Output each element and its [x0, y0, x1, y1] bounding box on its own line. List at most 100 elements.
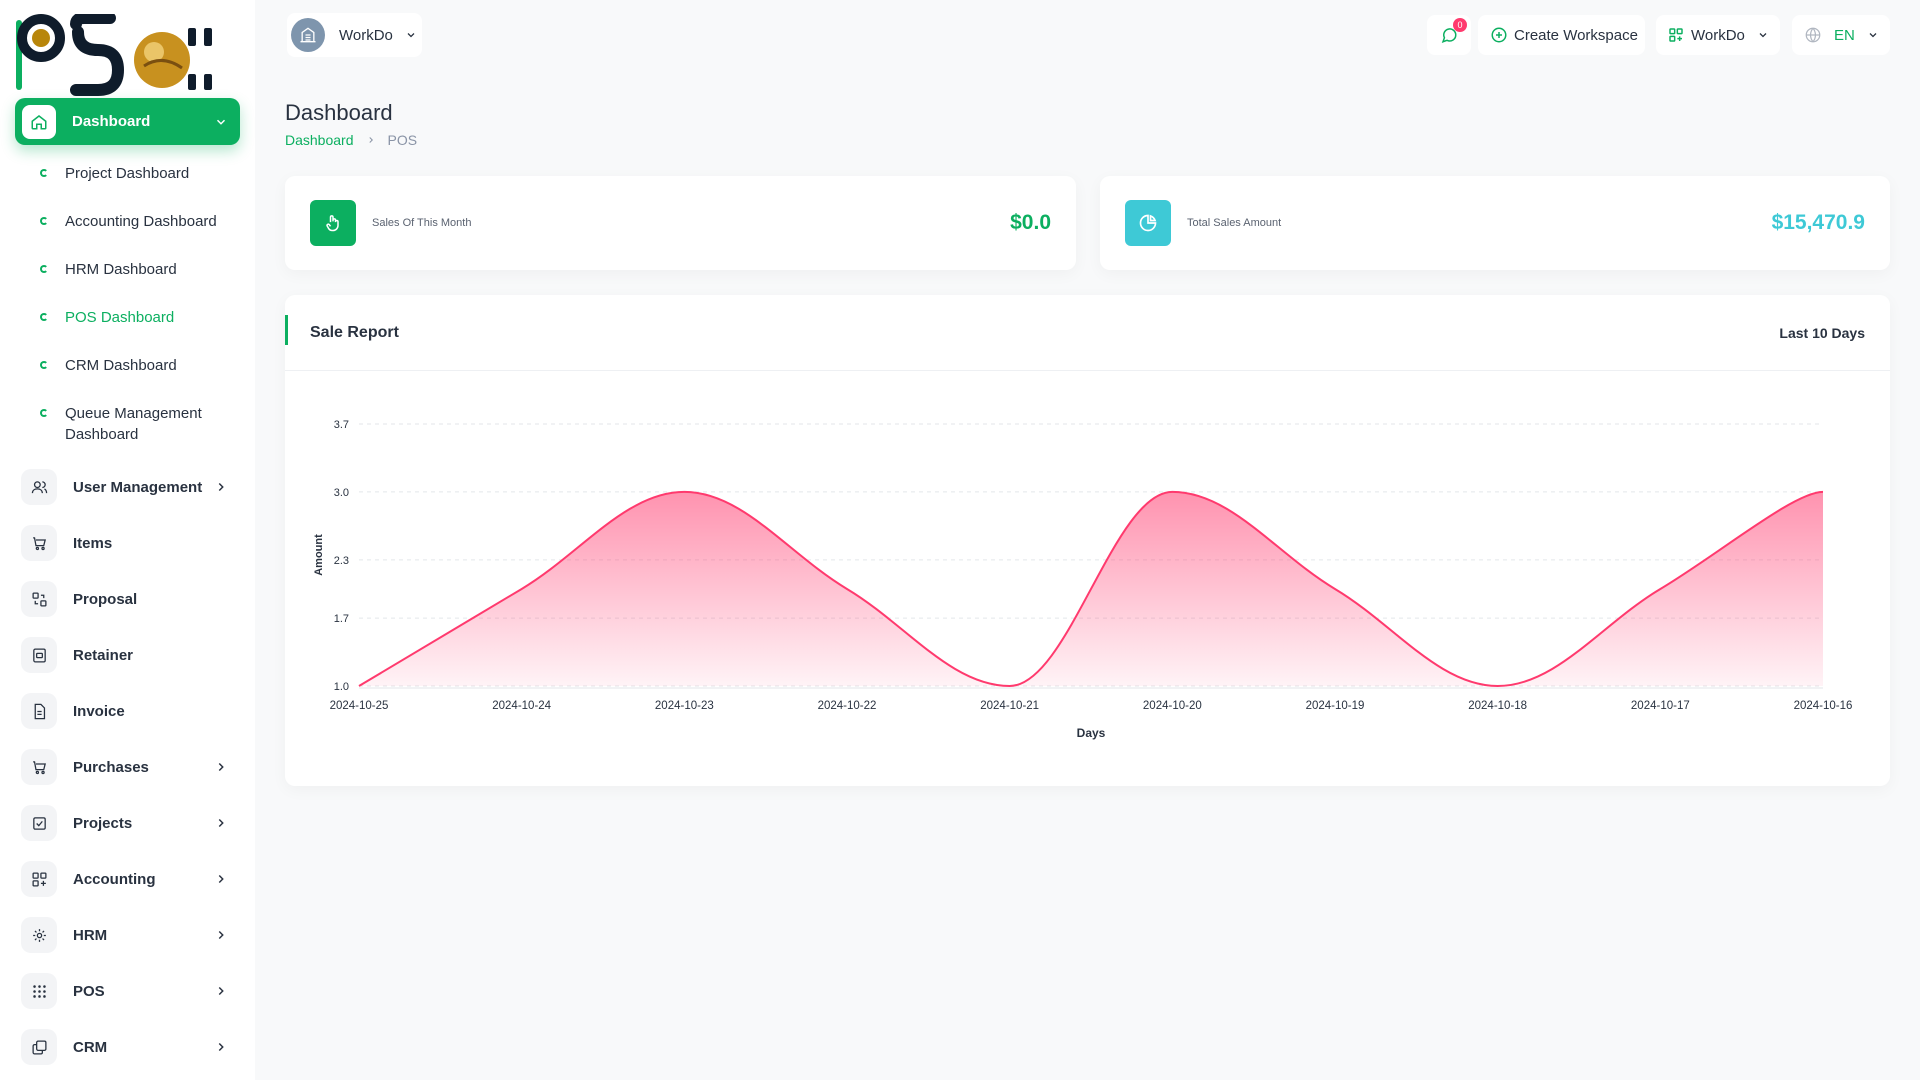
x-tick-label: 2024-10-19: [1306, 700, 1365, 712]
sale-report-header: Sale Report Last 10 Days: [285, 295, 1890, 371]
language-button[interactable]: EN: [1792, 15, 1890, 55]
nav-hrm[interactable]: HRM: [21, 916, 236, 954]
nav-item-label: Projects: [73, 814, 133, 832]
page-title: Dashboard: [285, 100, 393, 125]
nav-proposal[interactable]: Proposal: [21, 580, 236, 618]
chat-icon: [1441, 28, 1457, 43]
hrm-icon: [21, 917, 57, 953]
nav-item-label: CRM: [73, 1038, 108, 1056]
nav-dashboard-label: Dashboard: [72, 113, 151, 130]
stat-value: $15,470.9: [1771, 211, 1865, 234]
sub-item-crm-dashboard[interactable]: CRM Dashboard: [40, 357, 240, 376]
stat-label: Sales Of This Month: [372, 217, 472, 229]
y-tick-label: 2.3: [334, 555, 349, 567]
chevron-right-icon: [214, 760, 228, 774]
nav-item-label: Invoice: [73, 702, 125, 720]
cart-icon: [21, 525, 57, 561]
nav-user-management[interactable]: User Management: [21, 468, 236, 506]
globe-icon: [1805, 27, 1821, 43]
sub-item-accounting-dashboard[interactable]: Accounting Dashboard: [40, 213, 240, 232]
pie-chart-icon: [1125, 200, 1171, 246]
x-tick-label: 2024-10-25: [330, 700, 389, 712]
users-icon: [21, 469, 57, 505]
nav-crm[interactable]: CRM: [21, 1028, 236, 1066]
sidebar: Dashboard Project Dashboard Accounting D…: [0, 0, 255, 1080]
nav-item-label: Accounting: [73, 870, 156, 888]
grid-dots-icon: [21, 973, 57, 1009]
x-tick-label: 2024-10-16: [1794, 700, 1853, 712]
sale-report-title: Sale Report: [310, 323, 399, 341]
y-tick-label: 3.0: [334, 487, 349, 499]
x-axis-title: Days: [1077, 726, 1106, 740]
chevron-right-icon: [214, 872, 228, 886]
layers-icon: [21, 1029, 57, 1065]
notification-badge: 0: [1453, 18, 1467, 32]
nav-retainer[interactable]: Retainer: [21, 636, 236, 674]
breadcrumb-link-dashboard[interactable]: Dashboard: [285, 132, 354, 148]
nav-item-label: Purchases: [73, 758, 149, 776]
bullet-icon: [40, 409, 48, 417]
stat-value: $0.0: [1010, 211, 1051, 234]
bullet-icon: [40, 361, 48, 369]
stat-card-total-sales: Total Sales Amount $15,470.9: [1100, 176, 1890, 270]
chevron-right-icon: [214, 928, 228, 942]
chevron-right-icon: [214, 480, 228, 494]
nav-purchases[interactable]: Purchases: [21, 748, 236, 786]
brand-logo[interactable]: [14, 14, 224, 96]
series-line: [358, 490, 1824, 688]
y-axis-title: Amount: [313, 534, 325, 576]
nav-projects[interactable]: Projects: [21, 804, 236, 842]
create-workspace-button[interactable]: Create Workspace: [1478, 15, 1645, 55]
accent-bar: [285, 315, 288, 345]
report-range-label: Last 10 Days: [1779, 324, 1865, 341]
plus-circle-icon: [1491, 27, 1507, 43]
chevron-right-icon: [366, 135, 376, 145]
nav-item-label: HRM: [73, 926, 108, 944]
sub-item-label: Accounting Dashboard: [65, 213, 217, 230]
bullet-icon: [40, 217, 48, 225]
y-tick-label: 3.7: [334, 419, 349, 431]
x-tick-label: 2024-10-22: [818, 700, 877, 712]
chevron-down-icon: [405, 29, 417, 41]
notifications-button[interactable]: 0: [1427, 15, 1471, 55]
sub-item-pos-dashboard[interactable]: POS Dashboard: [40, 309, 240, 328]
checkbox-icon: [21, 805, 57, 841]
workspace-menu-label: WorkDo: [1691, 26, 1745, 44]
sub-item-label: CRM Dashboard: [65, 357, 177, 374]
sub-item-queue-management-dashboard[interactable]: Queue Management Dashboard: [40, 405, 210, 445]
bullet-icon: [40, 169, 48, 177]
nav-item-label: POS: [73, 982, 105, 1000]
stat-label: Total Sales Amount: [1187, 217, 1282, 229]
workspace-menu-button[interactable]: WorkDo: [1656, 15, 1780, 55]
breadcrumb: Dashboard POS: [285, 132, 417, 148]
nav-invoice[interactable]: Invoice: [21, 692, 236, 730]
x-tick-label: 2024-10-18: [1468, 700, 1527, 712]
bullet-icon: [40, 265, 48, 273]
create-workspace-label: Create Workspace: [1514, 26, 1638, 44]
chevron-down-icon: [1757, 29, 1769, 41]
nav-accounting[interactable]: Accounting: [21, 860, 236, 898]
sub-item-label: Queue Management Dashboard: [65, 405, 202, 443]
x-tick-label: 2024-10-21: [980, 700, 1039, 712]
nav-items[interactable]: Items: [21, 524, 236, 562]
chevron-down-icon: [1867, 29, 1879, 41]
proposal-icon: [21, 581, 57, 617]
chevron-right-icon: [214, 816, 228, 830]
sale-report-card: Sale Report Last 10 Days 1.0 1.7 2.3 3.0 3.7…: [285, 295, 1890, 786]
workspace-select[interactable]: WorkDo: [287, 13, 422, 57]
y-tick-label: 1.0: [334, 681, 349, 693]
sale-report-chart: 1.0 1.7 2.3 3.0 3.7 2024-10-25 2024-10-24 2024-…: [313, 419, 1853, 740]
hand-pointer-icon: [310, 200, 356, 246]
nav-pos[interactable]: POS: [21, 972, 236, 1010]
sub-item-hrm-dashboard[interactable]: HRM Dashboard: [40, 261, 240, 280]
series-area: [359, 491, 1823, 686]
nav-item-label: Retainer: [73, 646, 134, 664]
home-icon: [22, 104, 56, 139]
chevron-right-icon: [214, 984, 228, 998]
retainer-icon: [21, 637, 57, 673]
sub-item-project-dashboard[interactable]: Project Dashboard: [40, 165, 240, 184]
y-tick-label: 1.7: [334, 613, 349, 625]
stat-card-sales-month: Sales Of This Month $0.0: [285, 176, 1076, 270]
chevron-down-icon: [214, 115, 228, 129]
nav-dashboard[interactable]: Dashboard: [15, 98, 240, 145]
